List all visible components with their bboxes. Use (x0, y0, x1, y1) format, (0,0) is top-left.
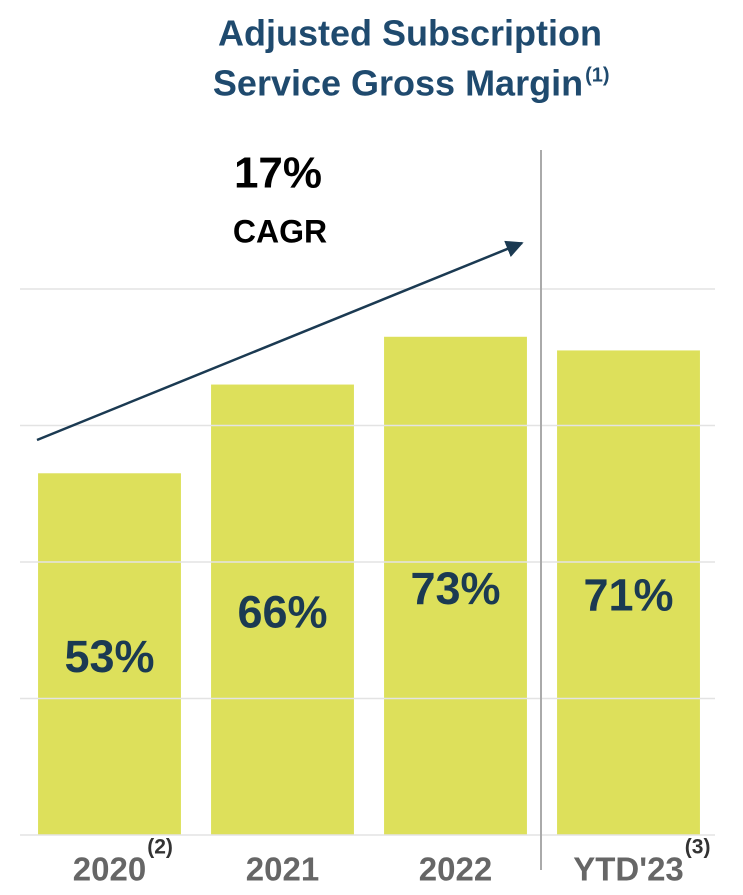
bar (211, 384, 354, 835)
bar (557, 350, 700, 835)
value-label: 71% (583, 570, 673, 621)
x-tick-label: YTD'23 (573, 851, 684, 888)
value-label: 53% (64, 631, 154, 682)
annotation-label: CAGR (233, 213, 327, 249)
x-tick-label: 2021 (246, 851, 319, 888)
title-footnote: (1) (585, 64, 609, 86)
bar (38, 473, 181, 835)
chart-title: Service Gross Margin (213, 63, 583, 104)
bar (384, 336, 527, 835)
category-footnote: (3) (685, 836, 711, 859)
value-label: 66% (237, 587, 327, 638)
category-footnote: (2) (147, 836, 173, 859)
chart-title-line: Service Gross Margin (213, 63, 583, 104)
value-label: 73% (410, 563, 500, 614)
annotation-value: 17% (234, 149, 322, 198)
x-tick-label: 2020 (73, 851, 146, 888)
chart-title: Adjusted Subscription (218, 13, 602, 54)
x-tick-label: 2022 (419, 851, 492, 888)
trend-arrow (36, 240, 524, 442)
